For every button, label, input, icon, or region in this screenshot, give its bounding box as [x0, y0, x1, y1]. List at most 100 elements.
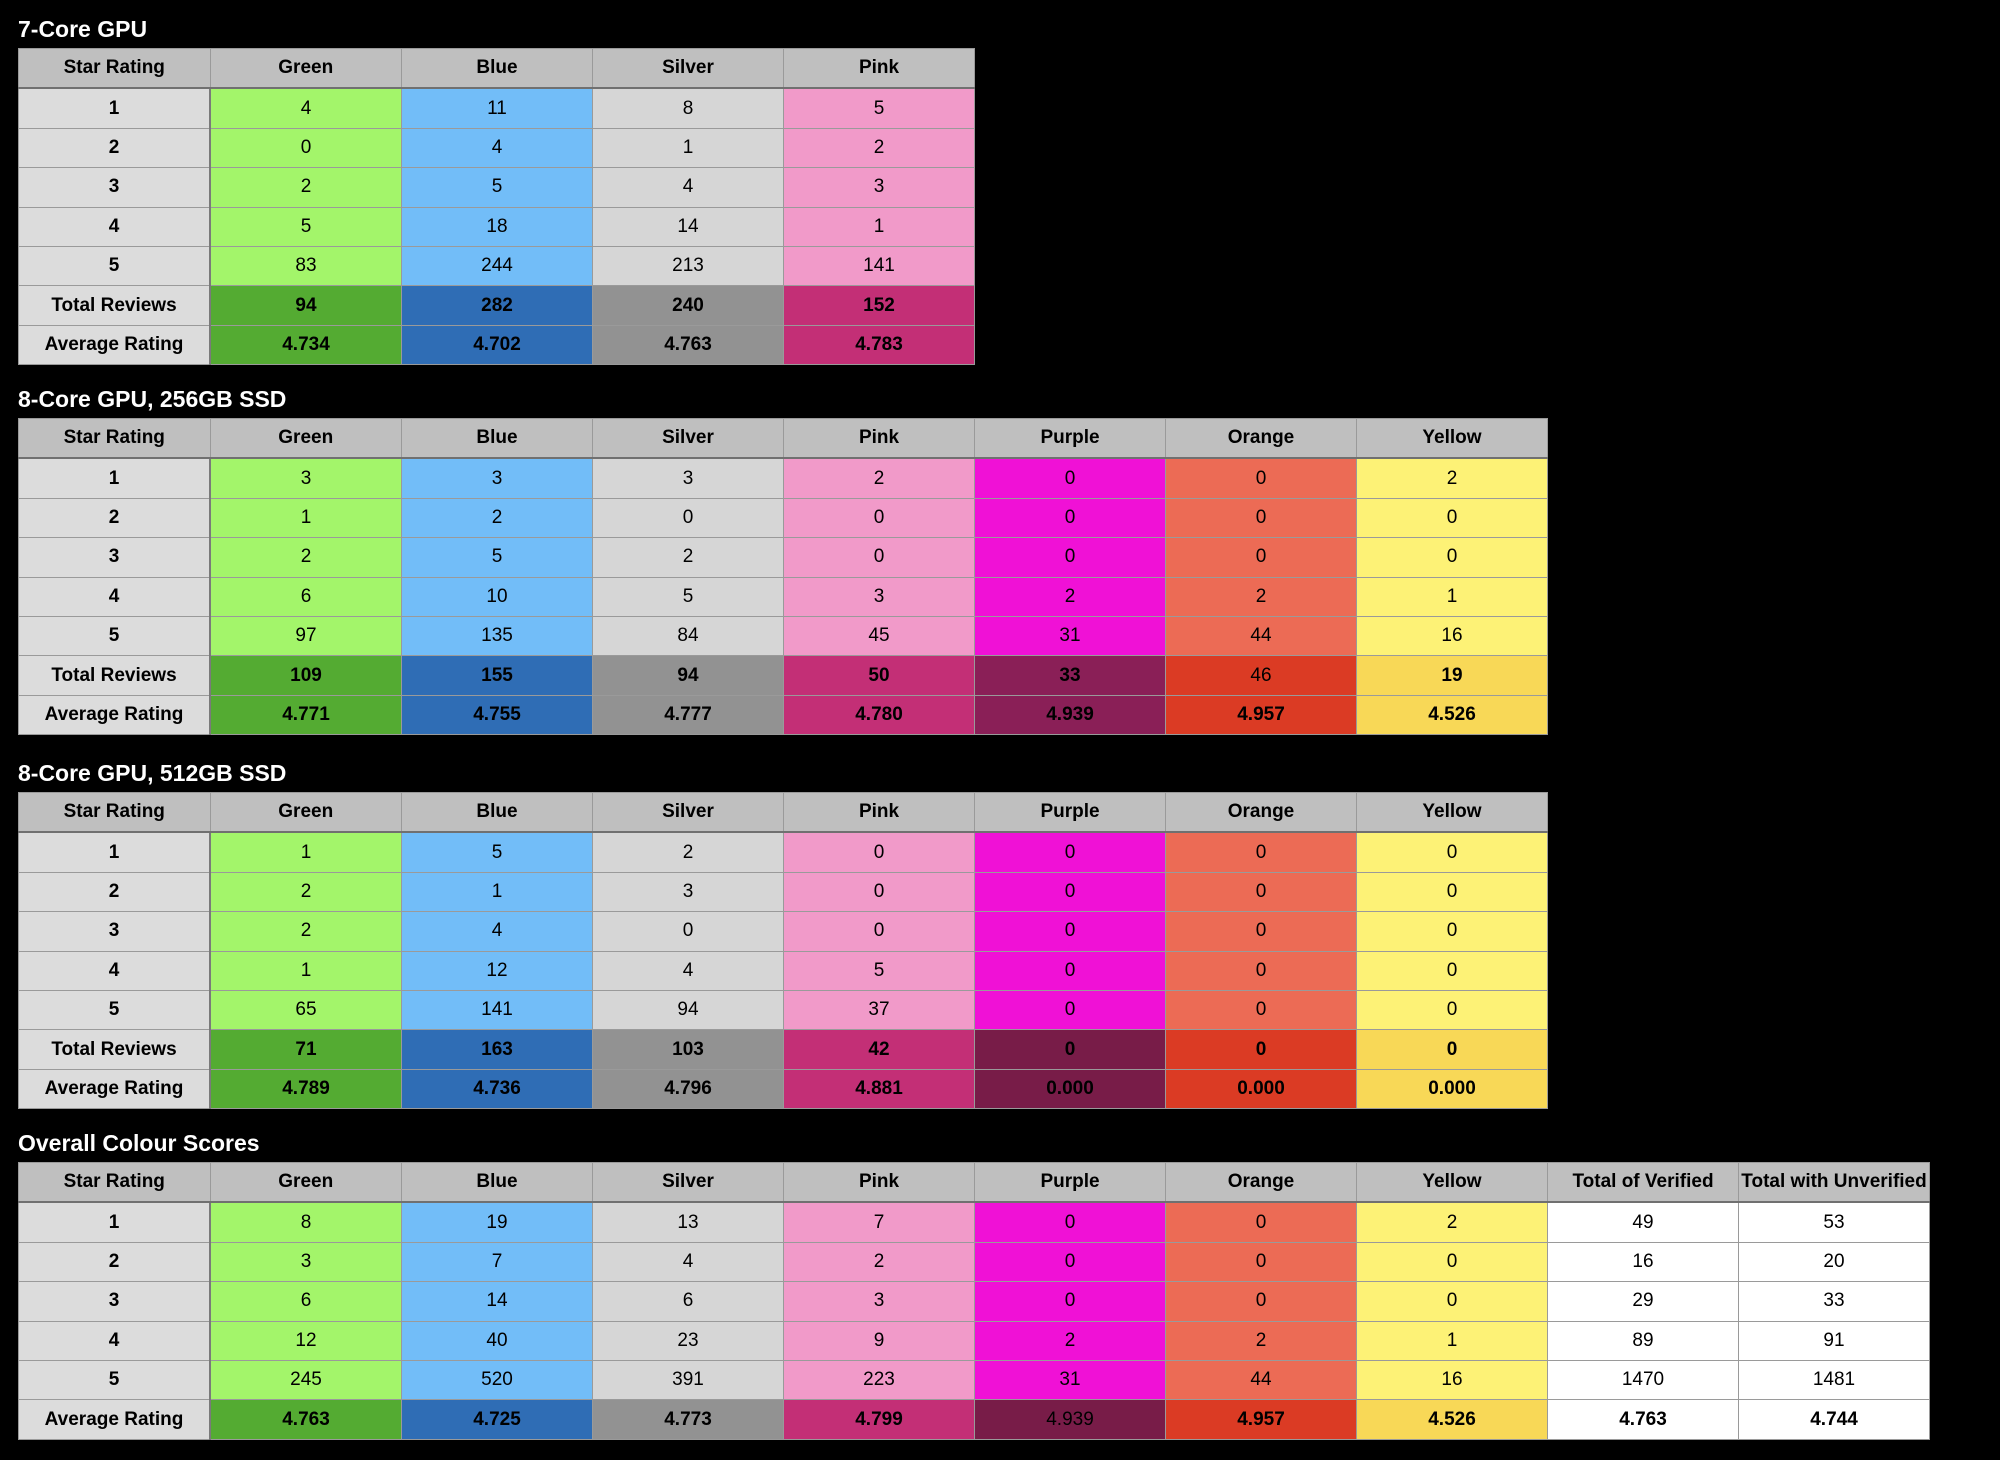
row-label: 3 [18, 911, 211, 952]
table-cell: 3 [592, 457, 784, 499]
table-cell: 84 [592, 615, 784, 657]
table-cell: 245 [209, 1359, 402, 1401]
summary-cell: 0.000 [1165, 1068, 1357, 1110]
row-label: 2 [18, 1241, 211, 1283]
table-cell: 1481 [1738, 1359, 1930, 1401]
table-cell: 0 [592, 497, 784, 539]
table-cell: 31 [974, 1359, 1166, 1401]
summary-row: Total Reviews 94 282 240 152 [18, 285, 975, 326]
table-cell: 0 [974, 1281, 1166, 1322]
column-header: Orange [1165, 418, 1357, 460]
table-title: 8-Core GPU, 256GB SSD [18, 386, 287, 412]
table-cell: 13 [592, 1201, 784, 1243]
summary-cell: 4.744 [1738, 1399, 1930, 1440]
table-cell: 4 [592, 167, 784, 208]
table-cell: 33 [1738, 1281, 1930, 1322]
row-label: Average Rating [18, 1068, 211, 1110]
summary-cell: 4.736 [401, 1068, 593, 1110]
table-cell: 6 [592, 1281, 784, 1322]
summary-cell: 4.939 [974, 694, 1166, 736]
column-header: Star Rating [18, 418, 211, 460]
table-cell: 1470 [1547, 1359, 1739, 1401]
table-cell: 83 [209, 245, 402, 287]
table-cell: 0 [1356, 989, 1548, 1031]
table-cell: 0 [974, 457, 1166, 499]
table-cell: 0 [974, 831, 1166, 873]
table-row: 5 245 520 391 223 31 44 16 1470 1481 [18, 1359, 1930, 1401]
summary-cell: 103 [592, 1029, 784, 1070]
table-section: 8-Core GPU, 256GB SSD Star Rating Green Blu… [18, 380, 1548, 736]
column-header: Purple [974, 1162, 1166, 1204]
row-label: 2 [18, 127, 211, 169]
row-label: Total Reviews [18, 655, 211, 696]
summary-cell: 0 [974, 1029, 1166, 1070]
table-cell: 213 [592, 245, 784, 287]
table-cell: 1 [209, 497, 402, 539]
column-header: Blue [401, 792, 593, 834]
table-cell: 0 [1165, 1201, 1357, 1243]
table-cell: 244 [401, 245, 593, 287]
summary-cell: 0 [1356, 1029, 1548, 1070]
table-cell: 0 [1165, 831, 1357, 873]
table-cell: 4 [401, 911, 593, 952]
table-cell: 0 [974, 871, 1166, 913]
ratings-table: Star Rating Green Blue Silver Pink 1 4 11 8 5 2 0 4 1… [18, 48, 975, 366]
table-cell: 94 [592, 989, 784, 1031]
summary-cell: 4.763 [1547, 1399, 1739, 1440]
table-cell: 0 [783, 871, 975, 913]
table-cell: 18 [401, 206, 593, 247]
table-cell: 0 [974, 989, 1166, 1031]
table-row: 4 5 18 14 1 [18, 206, 975, 247]
column-header: Blue [401, 418, 593, 460]
table-section: 7-Core GPU Star Rating Green Blue Silver Pink… [18, 10, 975, 366]
table-cell: 1 [783, 206, 975, 247]
table-cell: 1 [592, 127, 784, 169]
summary-cell: 33 [974, 655, 1166, 696]
column-header: Silver [592, 48, 784, 90]
row-label: Average Rating [18, 1399, 211, 1440]
table-cell: 7 [401, 1241, 593, 1283]
column-header: Total of Verified [1547, 1162, 1739, 1204]
table-cell: 5 [209, 206, 402, 247]
table-cell: 6 [209, 576, 402, 617]
column-header: Blue [401, 1162, 593, 1204]
summary-row: Average Rating 4.734 4.702 4.763 4.783 [18, 324, 975, 366]
ratings-table: Star Rating Green Blue Silver Pink Purple Oran… [18, 418, 1548, 736]
column-header: Green [209, 418, 402, 460]
table-cell: 0 [1165, 871, 1357, 913]
table-cell: 4 [401, 127, 593, 169]
table-cell: 97 [209, 615, 402, 657]
table-cell: 223 [783, 1359, 975, 1401]
table-cell: 65 [209, 989, 402, 1031]
summary-cell: 152 [783, 285, 975, 326]
row-label: 4 [18, 1320, 211, 1361]
table-cell: 0 [783, 537, 975, 578]
table-cell: 2 [974, 1320, 1166, 1361]
table-cell: 1 [209, 831, 402, 873]
row-label: 4 [18, 576, 211, 617]
summary-cell: 240 [592, 285, 784, 326]
table-cell: 5 [401, 537, 593, 578]
summary-cell: 4.771 [209, 694, 402, 736]
summary-cell: 4.773 [592, 1399, 784, 1440]
summary-cell: 4.777 [592, 694, 784, 736]
summary-cell: 42 [783, 1029, 975, 1070]
row-label: 5 [18, 1359, 211, 1401]
summary-cell: 50 [783, 655, 975, 696]
table-title: 7-Core GPU [18, 16, 148, 42]
row-label: 5 [18, 245, 211, 287]
table-cell: 0 [1165, 989, 1357, 1031]
column-header: Green [209, 792, 402, 834]
table-cell: 2 [401, 497, 593, 539]
table-section: 8-Core GPU, 512GB SSD Star Rating Green Blu… [18, 754, 1548, 1110]
table-cell: 0 [1165, 950, 1357, 991]
table-cell: 0 [783, 831, 975, 873]
summary-cell: 4.799 [783, 1399, 975, 1440]
table-cell: 23 [592, 1320, 784, 1361]
table-cell: 12 [209, 1320, 402, 1361]
row-label: 4 [18, 950, 211, 991]
table-cell: 3 [401, 457, 593, 499]
summary-cell: 19 [1356, 655, 1548, 696]
table-row: 5 83 244 213 141 [18, 245, 975, 287]
